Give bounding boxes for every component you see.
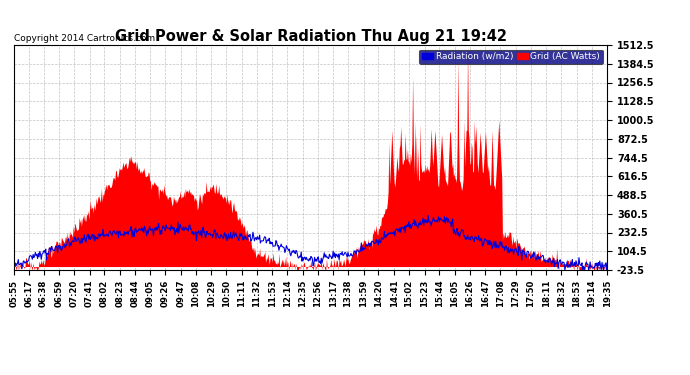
- Legend: Radiation (w/m2), Grid (AC Watts): Radiation (w/m2), Grid (AC Watts): [420, 50, 602, 64]
- Title: Grid Power & Solar Radiation Thu Aug 21 19:42: Grid Power & Solar Radiation Thu Aug 21 …: [115, 29, 506, 44]
- Text: Copyright 2014 Cartronics.com: Copyright 2014 Cartronics.com: [14, 34, 155, 43]
